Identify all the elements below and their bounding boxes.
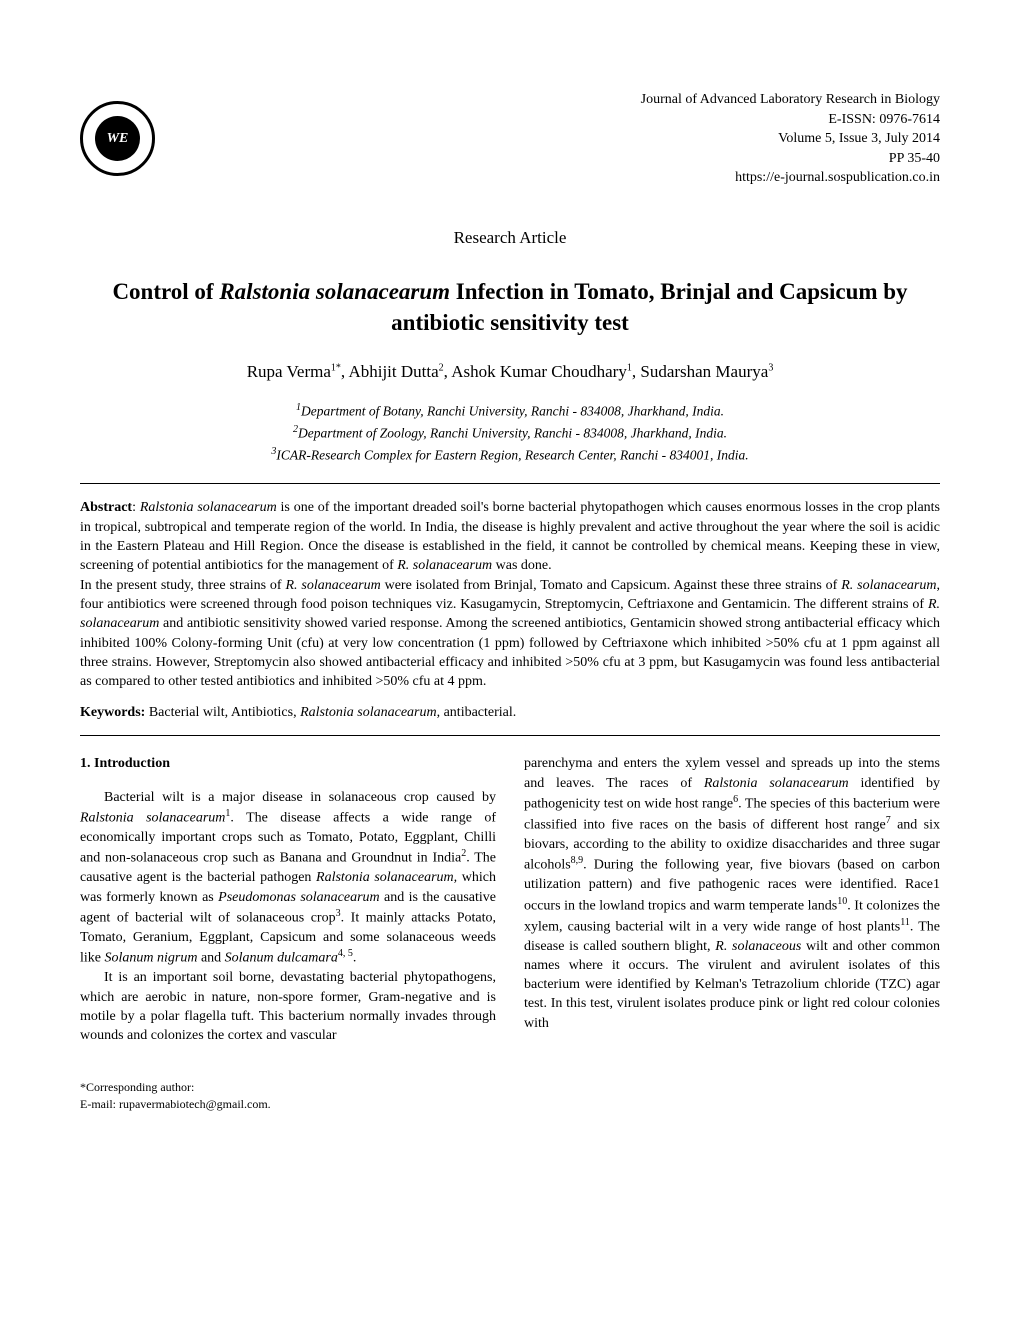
- affiliation-3: 3ICAR-Research Complex for Eastern Regio…: [80, 444, 940, 466]
- affiliation-1: 1Department of Botany, Ranchi University…: [80, 400, 940, 422]
- journal-volume: Volume 5, Issue 3, July 2014: [641, 129, 940, 149]
- header-row: WE Journal of Advanced Laboratory Resear…: [80, 90, 940, 188]
- abstract-p1: Abstract: Ralstonia solanacearum is one …: [80, 498, 940, 575]
- divider-top: [80, 483, 940, 484]
- section-1-heading: 1. Introduction: [80, 754, 496, 773]
- corresponding-email: E-mail: rupavermabiotech@gmail.com.: [80, 1096, 940, 1113]
- journal-eissn: E-ISSN: 0976-7614: [641, 110, 940, 130]
- abstract-p1-text: Ralstonia solanacearum is one of the imp…: [80, 500, 940, 573]
- logo-text: WE: [95, 116, 140, 161]
- column-left: 1. Introduction Bacterial wilt is a majo…: [80, 754, 496, 1045]
- journal-pages: PP 35-40: [641, 149, 940, 169]
- affiliations: 1Department of Botany, Ranchi University…: [80, 400, 940, 465]
- keywords: Keywords: Bacterial wilt, Antibiotics, R…: [80, 705, 940, 721]
- col1-p2: It is an important soil borne, devastati…: [80, 968, 496, 1045]
- article-title: Control of Ralstonia solanacearum Infect…: [80, 276, 940, 338]
- journal-url: https://e-journal.sospublication.co.in: [641, 168, 940, 188]
- abstract-p2: In the present study, three strains of R…: [80, 576, 940, 692]
- col2-p1: parenchyma and enters the xylem vessel a…: [524, 754, 940, 1033]
- corresponding-label: *Corresponding author:: [80, 1079, 940, 1096]
- keywords-label: Keywords:: [80, 705, 145, 720]
- article-type: Research Article: [80, 228, 940, 248]
- title-post: Infection in Tomato, Brinjal and Capsicu…: [391, 279, 907, 335]
- affiliation-2: 2Department of Zoology, Ranchi Universit…: [80, 422, 940, 444]
- journal-info: Journal of Advanced Laboratory Research …: [641, 90, 940, 188]
- divider-bottom: [80, 735, 940, 736]
- keywords-text: Bacterial wilt, Antibiotics, Ralstonia s…: [145, 705, 516, 720]
- title-pre: Control of: [112, 279, 219, 304]
- journal-logo: WE: [80, 101, 155, 176]
- col1-p1: Bacterial wilt is a major disease in sol…: [80, 788, 496, 968]
- abstract-label: Abstract: [80, 500, 132, 515]
- journal-name: Journal of Advanced Laboratory Research …: [641, 90, 940, 110]
- footer: *Corresponding author: E-mail: rupaverma…: [80, 1079, 940, 1113]
- abstract-block: Abstract: Ralstonia solanacearum is one …: [80, 498, 940, 691]
- column-right: parenchyma and enters the xylem vessel a…: [524, 754, 940, 1045]
- authors: Rupa Verma1*, Abhijit Dutta2, Ashok Kuma…: [80, 362, 940, 382]
- body-columns: 1. Introduction Bacterial wilt is a majo…: [80, 754, 940, 1045]
- title-italic: Ralstonia solanacearum: [219, 279, 450, 304]
